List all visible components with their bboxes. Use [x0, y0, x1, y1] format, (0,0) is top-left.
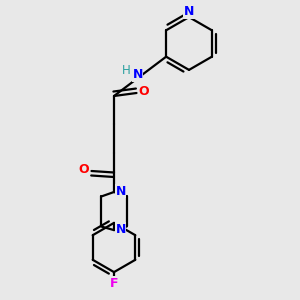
Text: N: N: [116, 223, 126, 236]
Text: O: O: [79, 163, 89, 176]
Text: F: F: [110, 277, 118, 290]
Text: H: H: [122, 64, 131, 77]
Text: N: N: [116, 184, 126, 198]
Text: N: N: [184, 5, 194, 18]
Text: N: N: [133, 68, 143, 81]
Text: O: O: [139, 85, 149, 98]
